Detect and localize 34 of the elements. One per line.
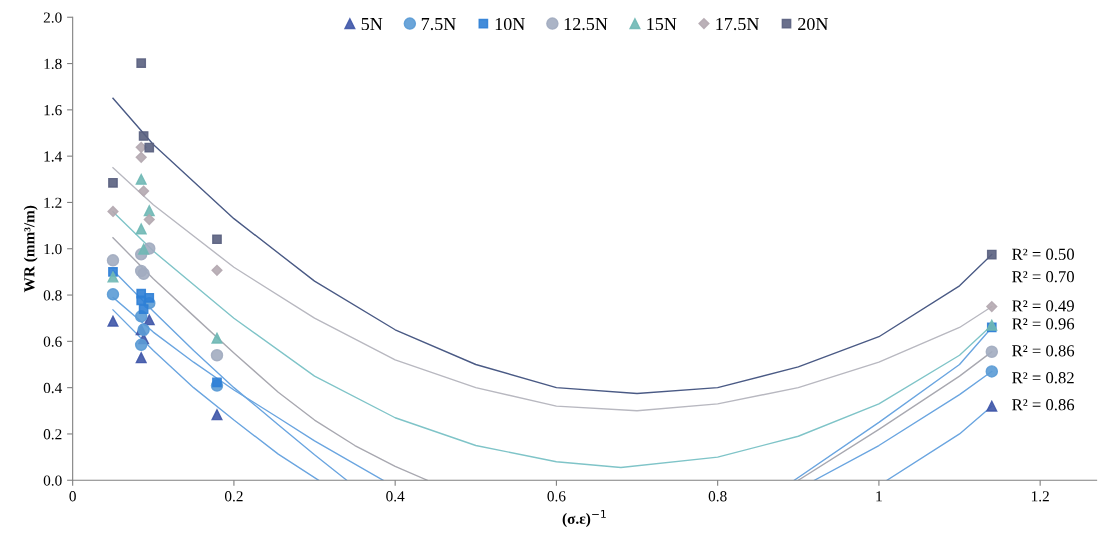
annotation: R² = 0.82	[1012, 372, 1074, 384]
y-tick-label: 1.6	[44, 105, 62, 116]
y-tick-label: 0.0	[43, 475, 62, 486]
x-tick-label: 1	[876, 491, 882, 502]
annotation: R² = 0.86	[1012, 399, 1075, 411]
x-tick-label: 1.2	[1031, 491, 1049, 502]
annotation: R² = 0.70	[1012, 271, 1074, 283]
legend-label: 15N	[647, 18, 677, 31]
y-tick-label: 1.4	[44, 151, 63, 162]
annotation: R² = 0.49	[1012, 300, 1074, 312]
legend-label: 12.5N	[564, 17, 608, 31]
x-axis-title: (σ.ε)$^{−1}$	[562, 510, 606, 527]
y-tick-label: 0.2	[43, 429, 62, 440]
y-tick-label: 1.8	[44, 58, 62, 70]
y-tick-label: 0.6	[43, 336, 62, 347]
x-tick-label: 0.8	[708, 491, 727, 502]
legend-label: 7.5N	[421, 18, 456, 31]
y-tick-label: 1.0	[44, 243, 62, 255]
y-axis-title: WR (mm³/m)	[23, 205, 38, 293]
y-tick-label: 1.2	[44, 197, 62, 208]
x-tick-label: 0	[69, 491, 76, 502]
x-tick-label: 0.2	[224, 491, 243, 502]
y-tick-label: 0.8	[43, 290, 62, 301]
y-tick-label: 2.0	[43, 12, 62, 23]
annotation: R² = 0.86	[1012, 345, 1075, 357]
x-tick-label: 0.6	[547, 491, 566, 502]
legend-label: 20N	[798, 17, 829, 31]
legend-label: 17.5N	[716, 18, 759, 31]
x-tick-label: 0.4	[386, 491, 405, 502]
legend-label: 5N	[361, 18, 383, 31]
annotation: R² = 0.96	[1012, 318, 1075, 330]
legend-label: 10N	[495, 17, 525, 31]
y-tick-label: 0.4	[43, 382, 63, 394]
annotation: R² = 0.50	[1012, 248, 1074, 260]
